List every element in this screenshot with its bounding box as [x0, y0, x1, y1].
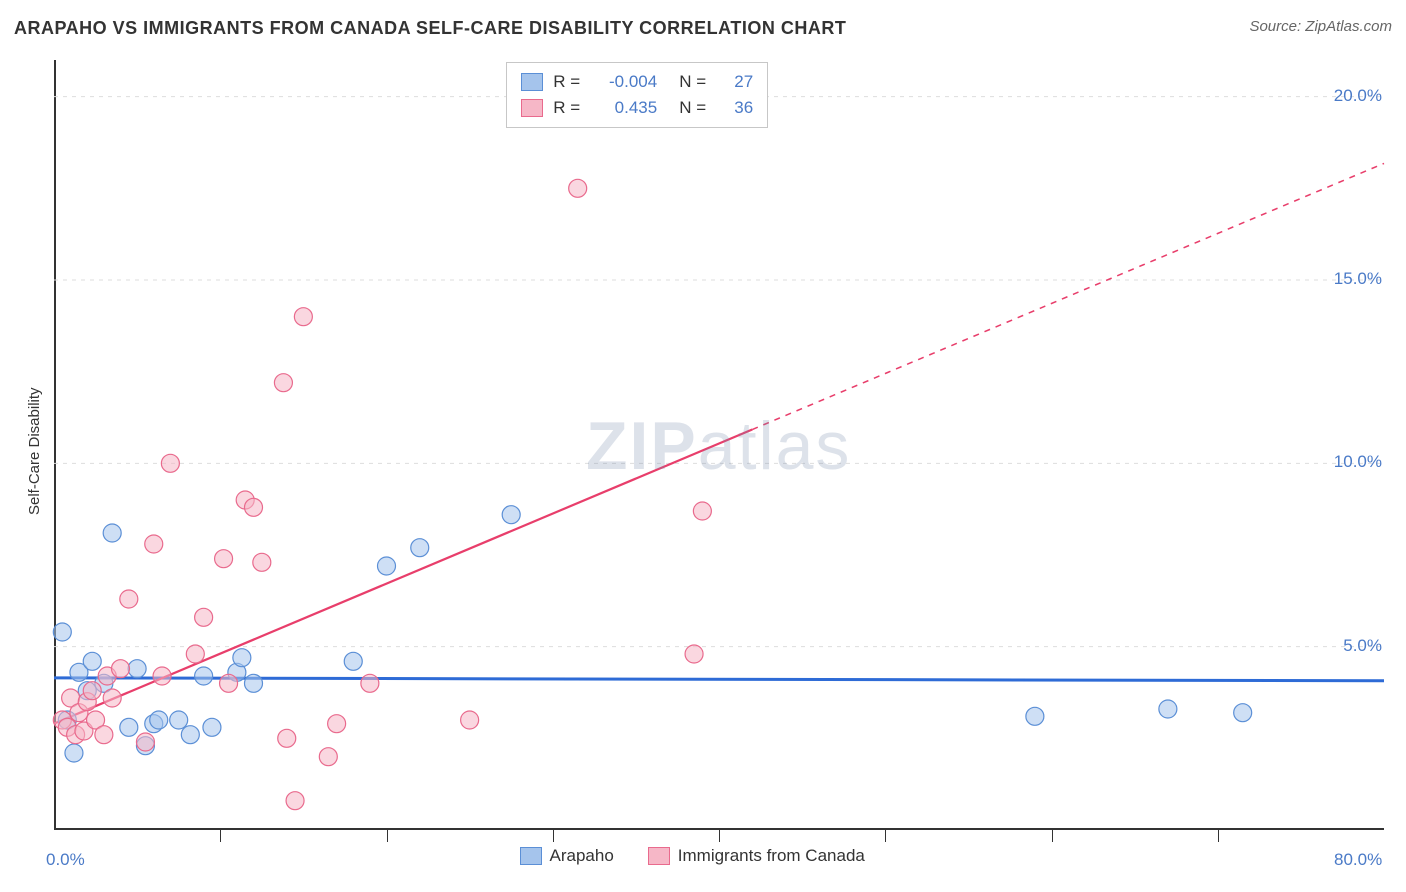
y-tick-label: 5.0%: [1322, 636, 1382, 656]
y-tick-label: 10.0%: [1322, 452, 1382, 472]
x-minor-tick: [1052, 830, 1053, 842]
series-legend-label: Arapaho: [550, 846, 614, 866]
legend-r-value: -0.004: [597, 72, 657, 92]
x-minor-tick: [885, 830, 886, 842]
legend-row: R = 0.435 N = 36: [521, 95, 753, 121]
legend-n-value: 36: [723, 98, 753, 118]
x-minor-tick: [719, 830, 720, 842]
y-tick-label: 20.0%: [1322, 86, 1382, 106]
x-minor-tick: [1218, 830, 1219, 842]
legend-n-label: N =: [679, 72, 713, 92]
legend-r-value: 0.435: [597, 98, 657, 118]
legend-swatch: [521, 73, 543, 91]
scatter-plot-svg: [0, 0, 1406, 892]
legend-swatch: [521, 99, 543, 117]
series-legend-item: Arapaho: [520, 846, 614, 866]
series-legend-item: Immigrants from Canada: [648, 846, 865, 866]
x-minor-tick: [220, 830, 221, 842]
legend-swatch: [520, 847, 542, 865]
correlation-legend: R = -0.004 N = 27 R = 0.435 N = 36: [506, 62, 768, 128]
legend-n-label: N =: [679, 98, 713, 118]
series-legend-label: Immigrants from Canada: [678, 846, 865, 866]
x-tick-label: 0.0%: [46, 850, 85, 870]
legend-r-label: R =: [553, 98, 587, 118]
x-minor-tick: [553, 830, 554, 842]
legend-swatch: [648, 847, 670, 865]
series-legend: Arapaho Immigrants from Canada: [520, 846, 865, 866]
legend-r-label: R =: [553, 72, 587, 92]
legend-n-value: 27: [723, 72, 753, 92]
y-tick-label: 15.0%: [1322, 269, 1382, 289]
legend-row: R = -0.004 N = 27: [521, 69, 753, 95]
x-minor-tick: [387, 830, 388, 842]
x-tick-label: 80.0%: [1334, 850, 1382, 870]
